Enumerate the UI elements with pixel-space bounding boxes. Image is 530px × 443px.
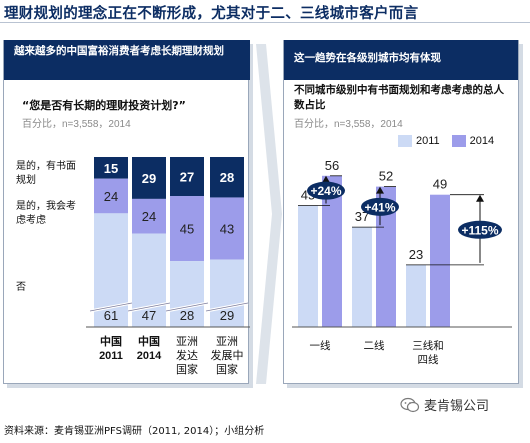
brand-name: 麦肯锡公司 [424, 399, 490, 414]
source-note: 资料来源：麦肯锡亚洲PFS调研（2011, 2014）；小组分析 [4, 426, 265, 437]
left-panel-header: 越来越多的中国富裕消费者考虑长期理财规划 [4, 40, 250, 80]
right-question: 不同城市级别中有书面规划和考虑考虑的总人数占比 [294, 84, 504, 111]
wechat-icon [400, 397, 420, 412]
brand-mark: 麦肯锡公司 [400, 395, 489, 414]
legend-swatch-2011 [398, 135, 412, 147]
left-question: “您是否有长期的理财投资计划?” [22, 99, 186, 112]
left-panel-header-text: 越来越多的中国富裕消费者考虑长期理财规划 [14, 45, 224, 57]
row-label-considering: 是的，我会考虑考虑 [16, 201, 76, 226]
right-note: 百分比，n=3,558，2014 [294, 119, 403, 130]
row-label-no: 否 [16, 282, 26, 293]
row-label-written-plan: 是的，有书面规划 [16, 161, 76, 186]
legend-label-2014: 2014 [469, 135, 495, 147]
left-note: 百分比，n=3,558，2014 [22, 119, 131, 130]
legend-swatch-2014 [451, 135, 466, 147]
legend-item-2014: 2014 [451, 135, 495, 147]
right-panel-header-text: 这一趋势在各级别城市均有体现 [294, 52, 441, 64]
legend-label-2011: 2011 [416, 135, 440, 147]
title-divider [0, 22, 530, 23]
chevron-arrow-icon [256, 44, 282, 384]
right-panel-header: 这一趋势在各级别城市均有体现 [284, 40, 518, 80]
page-title: 理财规划的理念正在不断形成，尤其对于二、三线城市客户而言 [4, 6, 419, 22]
right-legend: 2011 2014 [398, 135, 506, 147]
legend-item-2011: 2011 [398, 135, 440, 147]
